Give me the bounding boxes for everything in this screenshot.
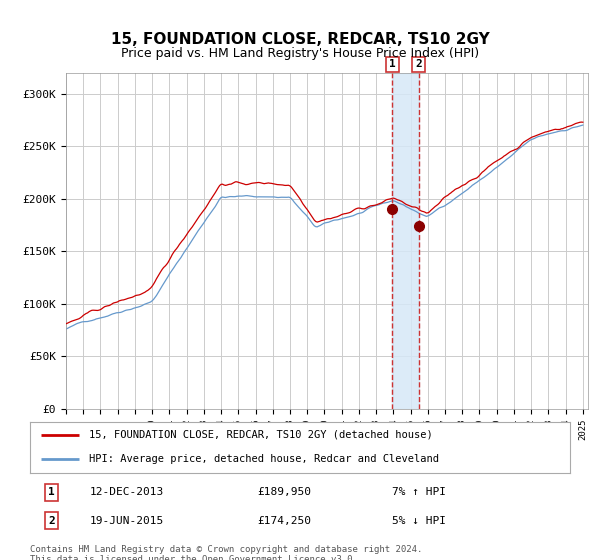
Bar: [392, 73, 419, 409]
Text: 2: 2: [48, 516, 55, 526]
Text: 2: 2: [415, 59, 422, 69]
Text: 7% ↑ HPI: 7% ↑ HPI: [392, 487, 446, 497]
Text: 15, FOUNDATION CLOSE, REDCAR, TS10 2GY (detached house): 15, FOUNDATION CLOSE, REDCAR, TS10 2GY (…: [89, 430, 433, 440]
Text: £174,250: £174,250: [257, 516, 311, 526]
Text: Contains HM Land Registry data © Crown copyright and database right 2024.
This d: Contains HM Land Registry data © Crown c…: [30, 545, 422, 560]
Text: HPI: Average price, detached house, Redcar and Cleveland: HPI: Average price, detached house, Redc…: [89, 454, 439, 464]
Text: 12-DEC-2013: 12-DEC-2013: [89, 487, 164, 497]
Text: 1: 1: [389, 59, 396, 69]
Text: 5% ↓ HPI: 5% ↓ HPI: [392, 516, 446, 526]
Text: 15, FOUNDATION CLOSE, REDCAR, TS10 2GY: 15, FOUNDATION CLOSE, REDCAR, TS10 2GY: [110, 32, 490, 48]
Text: £189,950: £189,950: [257, 487, 311, 497]
Text: 19-JUN-2015: 19-JUN-2015: [89, 516, 164, 526]
Text: 1: 1: [48, 487, 55, 497]
Text: Price paid vs. HM Land Registry's House Price Index (HPI): Price paid vs. HM Land Registry's House …: [121, 47, 479, 60]
